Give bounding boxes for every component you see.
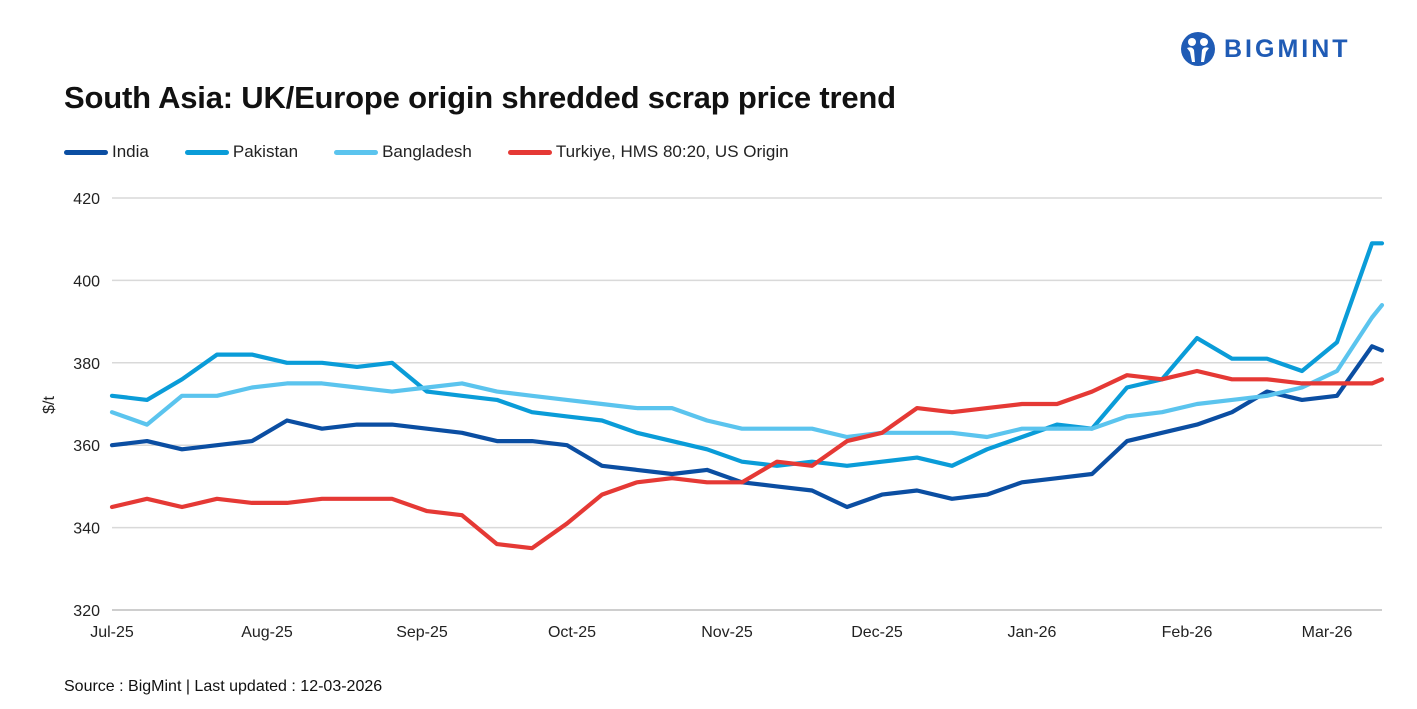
legend-item-pakistan: Pakistan: [184, 142, 299, 162]
source-note: Source : BigMint | Last updated : 12-03-…: [64, 678, 383, 695]
y-tick-label: 320: [73, 603, 100, 620]
legend-swatch: [334, 149, 379, 155]
legend-swatch: [64, 149, 108, 155]
legend-label: Pakistan: [232, 142, 299, 161]
y-tick-label: 340: [73, 521, 100, 538]
y-tick-label: 400: [73, 273, 100, 290]
x-tick-label: Mar-26: [1302, 624, 1353, 641]
brand-logo: BIGMINT: [1180, 31, 1351, 67]
legend: India Pakistan Bangladesh Turkiye, HMS 8…: [64, 142, 825, 162]
y-axis-label: $/t: [41, 396, 58, 414]
legend-swatch: [184, 149, 229, 155]
legend-label: Bangladesh: [382, 142, 472, 161]
legend-swatch: [507, 149, 552, 155]
x-tick-label: Dec-25: [851, 624, 903, 641]
x-tick-label: Jan-26: [1008, 624, 1057, 641]
y-tick-label: 420: [73, 191, 100, 208]
legend-label: India: [112, 142, 149, 161]
y-tick-label: 360: [73, 438, 100, 455]
series-line-bangladesh: [109, 303, 1385, 440]
chart-title: South Asia: UK/Europe origin shredded sc…: [64, 80, 896, 115]
series-line-turkiye: [109, 368, 1385, 551]
brand-name: BIGMINT: [1224, 34, 1351, 63]
x-tick-label: Nov-25: [701, 624, 753, 641]
legend-item-bangladesh: Bangladesh: [334, 142, 472, 162]
series-line-pakistan: [109, 241, 1385, 468]
bigmint-logo-icon: [1181, 32, 1215, 66]
y-tick-label: 380: [73, 356, 100, 373]
x-tick-label: Feb-26: [1162, 624, 1213, 641]
series-line-india: [109, 344, 1385, 510]
x-tick-label: Jul-25: [90, 624, 134, 641]
x-tick-label: Oct-25: [548, 624, 596, 641]
legend-item-india: India: [64, 142, 149, 162]
x-tick-label: Aug-25: [241, 624, 293, 641]
x-tick-label: Sep-25: [396, 624, 448, 641]
legend-label: Turkiye, HMS 80:20, US Origin: [555, 142, 789, 161]
legend-item-turkiye: Turkiye, HMS 80:20, US Origin: [507, 142, 789, 162]
